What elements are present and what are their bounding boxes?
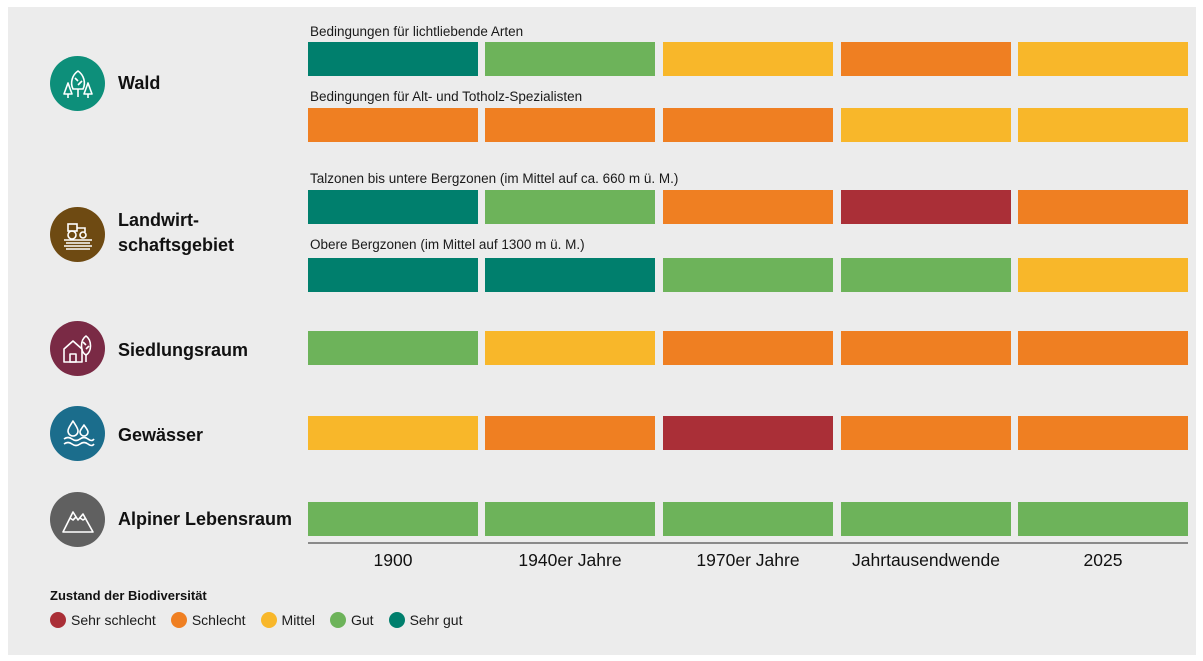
- cell-alpiner-lebensraum-1940er-jahre: [485, 502, 655, 536]
- cell-gewasser-1970er-jahre: [663, 416, 833, 450]
- legend-title: Zustand der Biodiversität: [50, 588, 207, 603]
- cell-alpiner-lebensraum-1970er-jahre: [663, 502, 833, 536]
- cell-landwirt-schaftsgebiet-1940er-jahre: [485, 190, 655, 224]
- cell-alpiner-lebensraum-jahrtausendwende: [841, 502, 1011, 536]
- x-tick-label: 1940er Jahre: [518, 550, 622, 570]
- cell-wald-jahrtausendwende: [841, 108, 1011, 142]
- habitat-label: Gewässer: [118, 425, 204, 445]
- legend-swatch: [170, 612, 187, 628]
- x-tick-label: Jahrtausendwende: [852, 550, 1000, 570]
- legend: Sehr schlecht Schlecht Mittel Gut Sehr gut: [50, 612, 478, 628]
- cell-alpiner-lebensraum-2025: [1018, 502, 1188, 536]
- cell-wald-1940er-jahre: [485, 42, 655, 76]
- x-tick-label: 1900: [373, 550, 413, 570]
- legend-swatch: [329, 612, 346, 628]
- cell-wald-2025: [1018, 108, 1188, 142]
- water-drops-icon: [50, 406, 105, 461]
- row-label: Bedingungen für Alt- und Totholz-Spezial…: [310, 89, 583, 104]
- x-axis-line: [308, 542, 1188, 544]
- cell-landwirt-schaftsgebiet-2025: [1018, 190, 1188, 224]
- legend-label: Sehr gut: [409, 612, 463, 628]
- habitat-label: Landwirt- schaftsgebiet: [118, 210, 235, 255]
- tractor-field-icon: [50, 207, 105, 262]
- cell-siedlungsraum-jahrtausendwende: [841, 331, 1011, 365]
- cell-landwirt-schaftsgebiet-jahrtausendwende: [841, 258, 1011, 292]
- cell-landwirt-schaftsgebiet-1900: [308, 190, 478, 224]
- mountain-icon: [50, 492, 105, 547]
- house-tree-icon: [50, 321, 105, 376]
- legend-label: Sehr schlecht: [71, 612, 156, 628]
- legend-item-mittel: Mittel: [260, 612, 315, 628]
- legend-swatch: [260, 612, 277, 628]
- habitat-label: Siedlungsraum: [118, 340, 249, 360]
- legend-item-sehr-gut: Sehr gut: [388, 612, 463, 628]
- forest-icon: [50, 56, 105, 111]
- cell-wald-2025: [1018, 42, 1188, 76]
- cell-landwirt-schaftsgebiet-1970er-jahre: [663, 258, 833, 292]
- cell-gewasser-1900: [308, 416, 478, 450]
- cell-wald-1900: [308, 42, 478, 76]
- legend-swatch: [50, 612, 66, 628]
- x-tick-label: 2025: [1083, 550, 1123, 570]
- legend-label: Mittel: [281, 612, 315, 628]
- legend-swatch: [388, 612, 405, 628]
- cell-siedlungsraum-2025: [1018, 331, 1188, 365]
- legend-item-sehr-schlecht: Sehr schlecht: [50, 612, 156, 628]
- cell-gewasser-2025: [1018, 416, 1188, 450]
- cell-landwirt-schaftsgebiet-1940er-jahre: [485, 258, 655, 292]
- row-label: Talzonen bis untere Bergzonen (im Mittel…: [310, 171, 679, 186]
- legend-label: Schlecht: [191, 612, 246, 628]
- cell-gewasser-jahrtausendwende: [841, 416, 1011, 450]
- cell-gewasser-1940er-jahre: [485, 416, 655, 450]
- cell-alpiner-lebensraum-1900: [308, 502, 478, 536]
- legend-label: Gut: [350, 612, 374, 628]
- cell-landwirt-schaftsgebiet-jahrtausendwende: [841, 190, 1011, 224]
- cell-landwirt-schaftsgebiet-1900: [308, 258, 478, 292]
- cell-siedlungsraum-1970er-jahre: [663, 331, 833, 365]
- row-label: Bedingungen für lichtliebende Arten: [310, 24, 524, 39]
- habitat-label: Wald: [118, 73, 161, 93]
- legend-item-schlecht: Schlecht: [170, 612, 246, 628]
- cell-siedlungsraum-1940er-jahre: [485, 331, 655, 365]
- legend-item-gut: Gut: [329, 612, 374, 628]
- cell-wald-1940er-jahre: [485, 108, 655, 142]
- cell-wald-1900: [308, 108, 478, 142]
- cell-landwirt-schaftsgebiet-1970er-jahre: [663, 190, 833, 224]
- row-label: Obere Bergzonen (im Mittel auf 1300 m ü.…: [310, 237, 585, 252]
- cell-wald-1970er-jahre: [663, 108, 833, 142]
- cell-landwirt-schaftsgebiet-2025: [1018, 258, 1188, 292]
- cell-wald-1970er-jahre: [663, 42, 833, 76]
- habitat-label: Alpiner Lebensraum: [118, 509, 293, 529]
- cell-wald-jahrtausendwende: [841, 42, 1011, 76]
- x-tick-label: 1970er Jahre: [696, 550, 800, 570]
- cell-siedlungsraum-1900: [308, 331, 478, 365]
